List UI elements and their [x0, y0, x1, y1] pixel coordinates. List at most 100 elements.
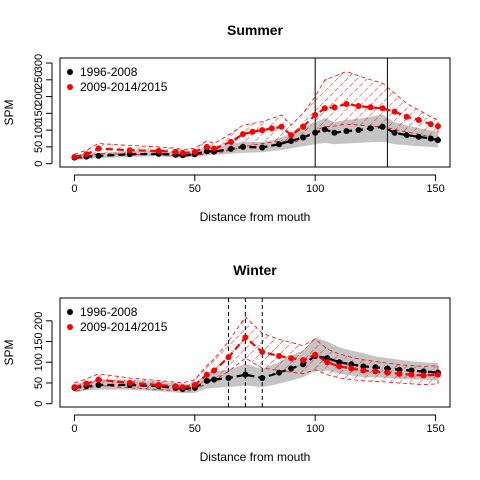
x-tick-label: 50	[189, 423, 201, 435]
data-point	[259, 144, 266, 151]
data-point	[203, 148, 210, 155]
data-point	[71, 153, 78, 160]
data-point	[408, 371, 415, 378]
data-point	[434, 137, 441, 144]
data-point	[348, 365, 355, 372]
data-point	[372, 368, 379, 375]
data-point	[360, 367, 367, 374]
y-tick-label: 150	[33, 104, 45, 122]
data-point	[384, 369, 391, 376]
data-point	[155, 147, 162, 154]
data-point	[379, 123, 386, 130]
legend-marker	[67, 309, 73, 315]
data-point	[434, 371, 441, 378]
y-tick-label: 50	[33, 377, 45, 389]
data-point	[83, 380, 90, 387]
x-tick-label: 100	[306, 423, 324, 435]
data-point	[95, 382, 102, 389]
data-point	[420, 372, 427, 379]
x-tick-label: 0	[71, 183, 77, 195]
data-point	[259, 374, 266, 381]
data-point	[331, 129, 338, 136]
data-point	[355, 102, 362, 109]
data-point	[355, 127, 362, 134]
x-axis-label: Distance from mouth	[200, 210, 311, 224]
data-point	[372, 364, 379, 371]
data-point	[367, 104, 374, 111]
plot-frame	[59, 297, 451, 408]
data-point	[391, 129, 398, 136]
data-point	[415, 117, 422, 124]
data-point	[379, 105, 386, 112]
y-axis: 0 50 100 150 200 SPM	[2, 312, 53, 407]
x-axis: 0 50 100 150 Distance from mouth	[71, 414, 445, 464]
data-point	[312, 351, 319, 358]
data-point	[300, 357, 307, 364]
legend-label: 1996-2008	[80, 65, 138, 79]
data-point	[95, 376, 102, 383]
y-axis-label: SPM	[2, 99, 16, 125]
x-tick-label: 150	[426, 423, 444, 435]
band-1996-2008	[74, 114, 439, 160]
data-point	[126, 379, 133, 386]
legend-label: 1996-2008	[80, 305, 138, 319]
summer-chart: Summer 0 50 100 150 Distance from mouth 050100…	[2, 22, 451, 224]
legend-marker	[67, 324, 73, 330]
data-point	[324, 359, 331, 366]
data-point	[300, 134, 307, 141]
data-point	[239, 143, 246, 150]
legend-label: 2009-2014/2015	[80, 80, 168, 94]
data-point	[434, 123, 441, 130]
data-point	[242, 371, 249, 378]
data-point	[288, 132, 295, 139]
plot-frame	[59, 57, 451, 168]
data-point	[179, 384, 186, 391]
data-point	[278, 123, 285, 130]
data-point	[427, 121, 434, 128]
winter-chart: Winter 0 50 100 150 Distance from mouth 0 50 100…	[2, 262, 451, 464]
data-point	[83, 151, 90, 158]
data-point	[312, 129, 319, 136]
data-point	[71, 384, 78, 391]
x-tick-label: 100	[306, 183, 324, 195]
data-point	[276, 141, 283, 148]
data-point	[336, 359, 343, 366]
data-point	[427, 135, 434, 142]
data-point	[155, 382, 162, 389]
data-point	[203, 143, 210, 150]
x-tick-label: 50	[189, 183, 201, 195]
series-line	[74, 125, 439, 159]
data-point	[172, 383, 179, 390]
data-point	[259, 348, 266, 355]
data-point	[211, 376, 218, 383]
data-point	[391, 108, 398, 115]
data-point	[191, 382, 198, 389]
data-point	[396, 366, 403, 373]
data-point	[126, 147, 133, 154]
data-point	[324, 355, 331, 362]
legend-label: 2009-2014/2015	[80, 320, 168, 334]
data-point	[191, 148, 198, 155]
data-point	[300, 361, 307, 368]
data-point	[403, 113, 410, 120]
series-line	[74, 354, 439, 391]
chart-title: Summer	[227, 22, 284, 38]
data-point	[336, 363, 343, 370]
x-tick-label: 0	[71, 423, 77, 435]
x-axis: 0 50 100 150 Distance from mouth	[71, 174, 445, 224]
y-tick-label: 150	[33, 332, 45, 350]
data-point	[288, 137, 295, 144]
legend-marker	[67, 84, 73, 90]
data-point	[403, 132, 410, 139]
data-point	[321, 126, 328, 133]
y-tick-label: 50	[33, 141, 45, 153]
data-point	[288, 355, 295, 362]
chart-title: Winter	[233, 262, 277, 278]
data-point	[172, 148, 179, 155]
data-point	[420, 368, 427, 375]
data-point	[396, 370, 403, 377]
